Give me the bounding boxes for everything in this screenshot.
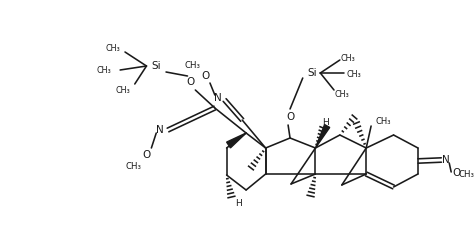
Polygon shape (227, 133, 246, 148)
Text: CH₃: CH₃ (126, 161, 142, 171)
Text: N: N (214, 93, 222, 103)
Text: O: O (452, 168, 460, 178)
Text: CH₃: CH₃ (340, 53, 355, 62)
Text: H: H (322, 118, 328, 126)
Text: CH₃: CH₃ (375, 117, 391, 125)
Text: CH₃: CH₃ (184, 61, 201, 70)
Text: CH₃: CH₃ (346, 70, 361, 78)
Text: Si: Si (151, 61, 161, 71)
Text: O: O (201, 71, 209, 81)
Text: O: O (286, 112, 294, 122)
Text: CH₃: CH₃ (116, 86, 130, 95)
Polygon shape (315, 124, 330, 148)
Text: CH₃: CH₃ (96, 65, 111, 74)
Text: O: O (142, 150, 151, 160)
Text: H: H (235, 198, 242, 208)
Text: Si: Si (308, 68, 317, 78)
Text: CH₃: CH₃ (106, 44, 121, 52)
Text: O: O (186, 77, 194, 87)
Text: CH₃: CH₃ (335, 89, 349, 98)
Text: N: N (442, 155, 450, 165)
Text: CH₃: CH₃ (459, 170, 474, 179)
Text: N: N (156, 125, 164, 135)
